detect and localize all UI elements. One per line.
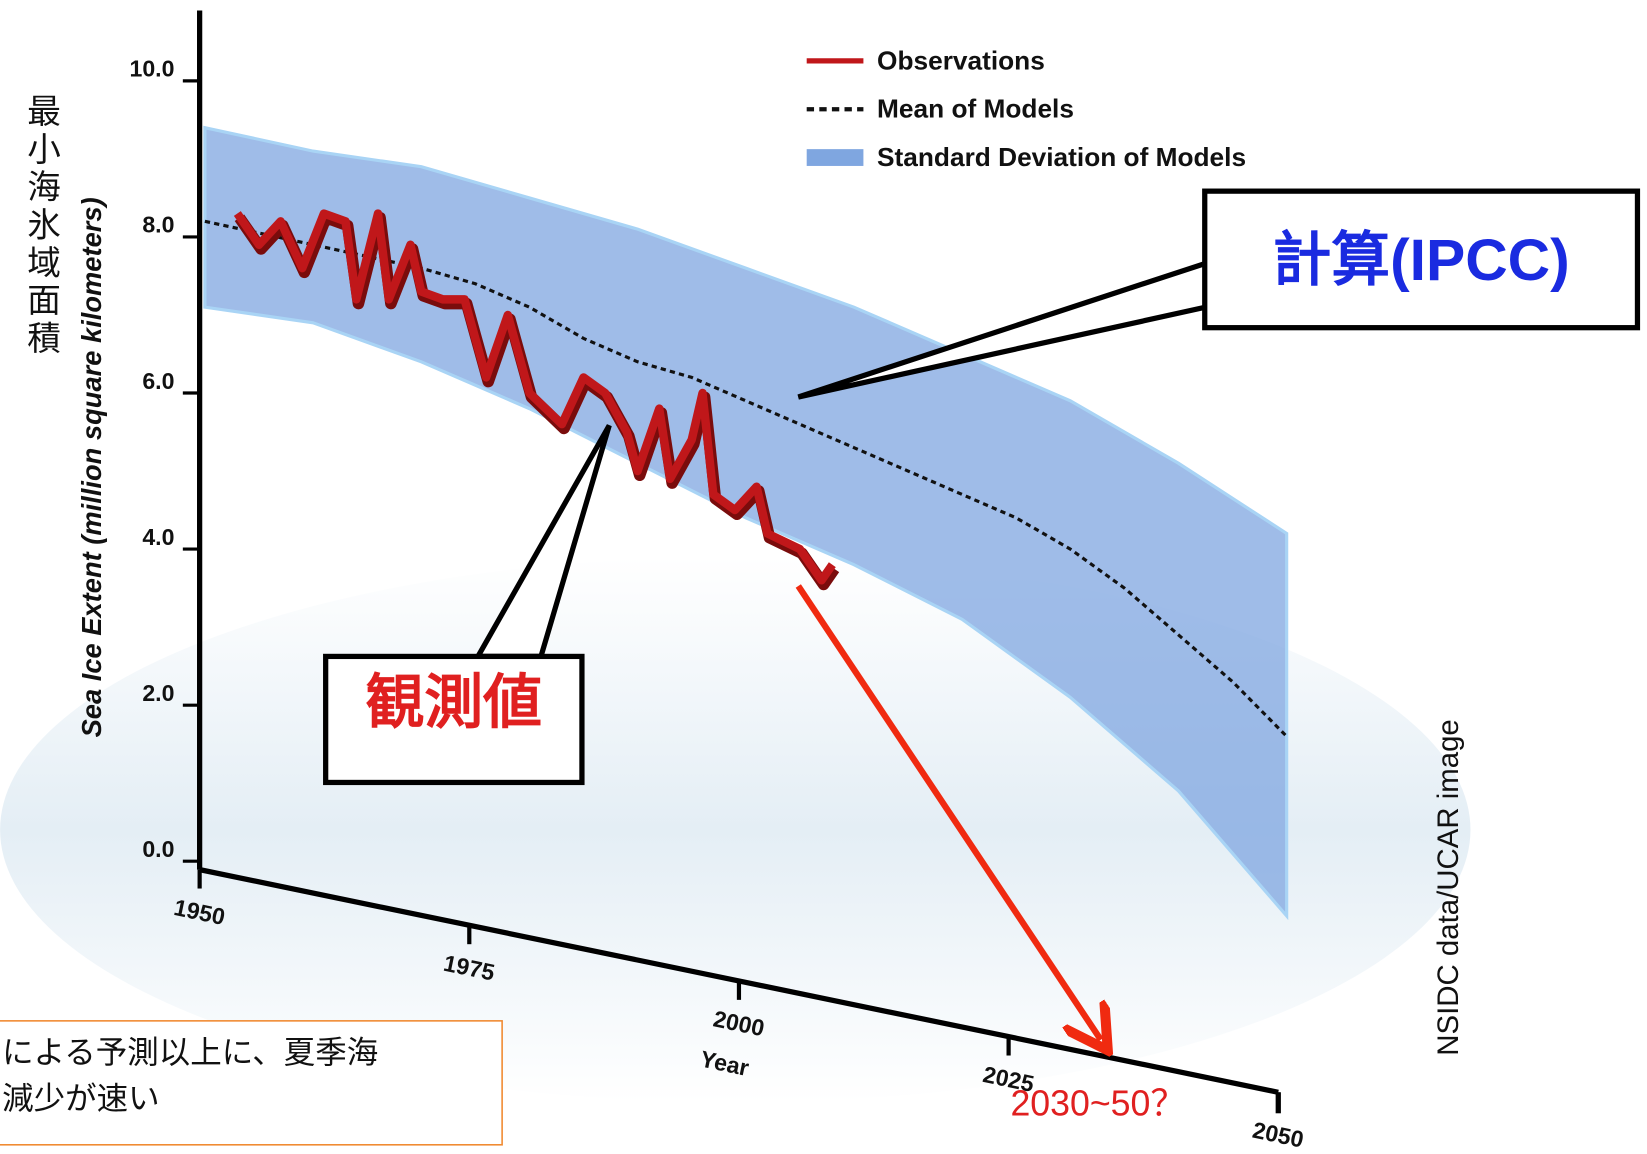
- legend-swatch: [807, 149, 864, 166]
- y-tick-label: 6.0: [142, 368, 174, 394]
- y-tick-label: 2.0: [142, 680, 174, 706]
- legend-label: Observations: [877, 45, 1045, 75]
- obs-callout: 観測値: [366, 670, 542, 735]
- projection-label: 2030~50？: [1010, 1083, 1186, 1123]
- note: 減少が速い: [2, 1080, 160, 1116]
- y-tick-label: 8.0: [142, 212, 174, 238]
- legend-label: Mean of Models: [877, 94, 1074, 124]
- x-tick-label: 2050: [1250, 1117, 1306, 1149]
- chart: 0.02.04.06.08.010.019501975200020252050O…: [0, 0, 1647, 1149]
- y-axis-label-ja: 最小海氷域面積: [21, 94, 60, 359]
- y-tick-label: 4.0: [142, 524, 174, 550]
- y-tick-label: 10.0: [129, 56, 174, 82]
- y-axis-label: Sea Ice Extent (million square kilometer…: [76, 197, 107, 737]
- credit: NSIDC data/UCAR image: [1432, 719, 1465, 1055]
- model-callout: 計算(IPCC): [1272, 228, 1569, 293]
- legend-label: Standard Deviation of Models: [877, 142, 1246, 172]
- y-tick-label: 0.0: [142, 836, 174, 862]
- note: による予測以上に、夏季海: [2, 1034, 378, 1070]
- page: {"chart_data": {"type": "line", "y_label…: [0, 0, 1647, 1149]
- y-axis-label-ja: 最小海氷域面積: [21, 94, 60, 359]
